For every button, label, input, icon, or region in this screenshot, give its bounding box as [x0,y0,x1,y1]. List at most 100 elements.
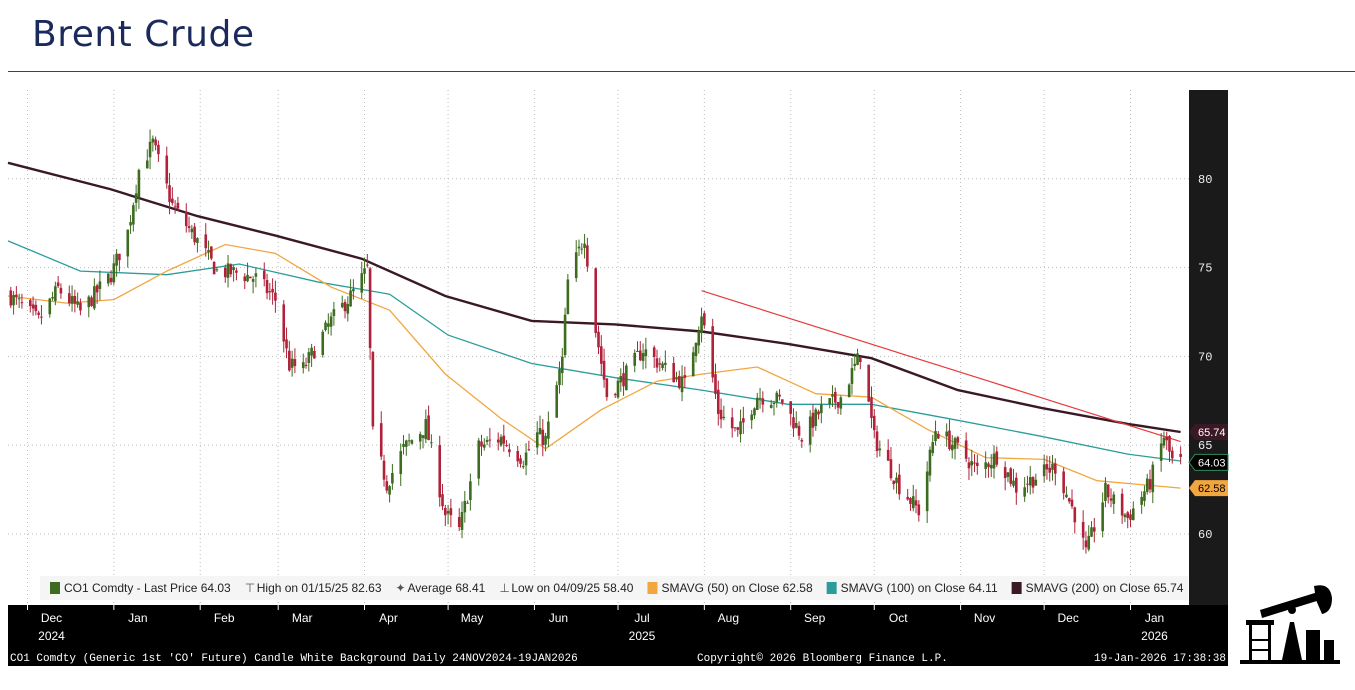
candle-body [755,397,759,410]
candle-body [937,433,940,439]
candle-body [1159,443,1163,461]
candle-body [304,364,308,366]
candle-body [917,504,921,516]
candle-body [176,202,180,209]
candle-body [555,385,559,418]
candle-body [165,155,169,184]
legend-swatch [647,582,658,594]
candle-body [889,459,893,479]
candle-body [115,253,118,266]
candle-body [914,500,918,506]
candle-body [828,398,831,405]
candle-body [1073,507,1077,523]
candle-body [984,462,987,469]
candle-body [1045,464,1049,470]
candle-body [109,277,113,283]
legend-label: Low on 04/09/25 58.40 [511,581,633,595]
candle-body [527,449,531,451]
candle-body [1148,479,1152,490]
candle-body [521,466,525,468]
footer-copyright: Copyright© 2026 Bloomberg Finance L.P. [697,653,948,665]
candle-body [833,391,837,403]
candle-body [976,462,979,467]
candle-body [1031,476,1035,488]
x-tick-label: Dec [41,611,62,625]
candle-body [995,451,999,465]
candle-body [1026,483,1029,485]
candle-body [9,290,13,306]
candle-body [1048,467,1052,473]
price-tag-label: 62.58 [1198,483,1226,495]
candle-body [59,287,63,294]
candle-body [867,364,870,402]
candle-body [516,450,520,462]
legend-label: High on 01/15/25 82.63 [257,581,382,595]
candle-body [664,362,667,365]
candle-body [446,511,450,514]
candle-body [742,418,745,423]
candle-body [410,440,414,444]
candle-body [1015,477,1018,493]
y-tick-label: 70 [1198,350,1212,364]
candle-body [137,169,141,198]
candle-body [1131,508,1135,521]
candle-body [931,442,935,454]
candle-body [599,346,603,364]
candle-body [655,358,659,368]
candle-body [37,312,40,315]
candle-body [441,494,444,507]
candle-body [399,451,403,474]
candle-body [28,300,32,307]
x-tick-label: Jan [128,611,147,625]
x-tick-label: Jun [549,611,568,625]
y-tick-label: 80 [1198,173,1212,187]
candle-body [928,449,932,476]
candle-body [736,427,740,430]
x-tick-label: Mar [292,611,313,625]
candle-body [1012,480,1015,486]
candle-body [235,270,238,273]
legend-label: SMAVG (200) on Close 65.74 [1026,581,1184,595]
candle-body [711,326,715,378]
candle-body [54,286,57,301]
candle-body [212,262,216,275]
candle-body [402,443,405,447]
x-tick-label: Oct [889,611,908,625]
candle-body [597,331,600,348]
candle-body [831,394,834,397]
legend-label: SMAVG (100) on Close 64.11 [841,581,998,595]
candle-body [778,394,781,397]
candle-body [463,500,467,513]
candle-body [750,414,753,421]
low-icon: ⊥ [499,581,509,595]
candle-body [187,226,191,229]
candle-body [79,302,82,311]
candle-body [366,264,369,266]
candle-body [586,245,589,267]
candle-body [363,268,366,274]
candle-body [271,288,274,293]
candle-body [672,363,676,383]
candle-body [340,303,344,308]
candle-body [875,431,879,452]
price-tags: 65.74 64.03 62.58 [1188,424,1229,497]
candle-body [173,206,177,208]
candle-body [535,432,539,448]
candle-body [371,351,375,427]
candle-body [1081,521,1085,538]
candle-body [310,347,313,356]
candle-body [934,431,937,442]
candle-body [1028,477,1032,486]
candle-body [1112,494,1116,504]
candle-body [560,356,564,374]
x-axis: Dec Jan Feb Mar Apr May Jun Jul Aug Sep Oct Nov Dec J… [26,605,1168,643]
candle-body [683,375,687,378]
candle-body [1106,484,1110,498]
price-tag [1188,453,1229,471]
candle-body [820,404,823,414]
candle-body [716,389,720,414]
candle-body [739,421,742,435]
candle-body [677,375,681,388]
candle-body [15,294,18,297]
candle-body [839,397,843,409]
